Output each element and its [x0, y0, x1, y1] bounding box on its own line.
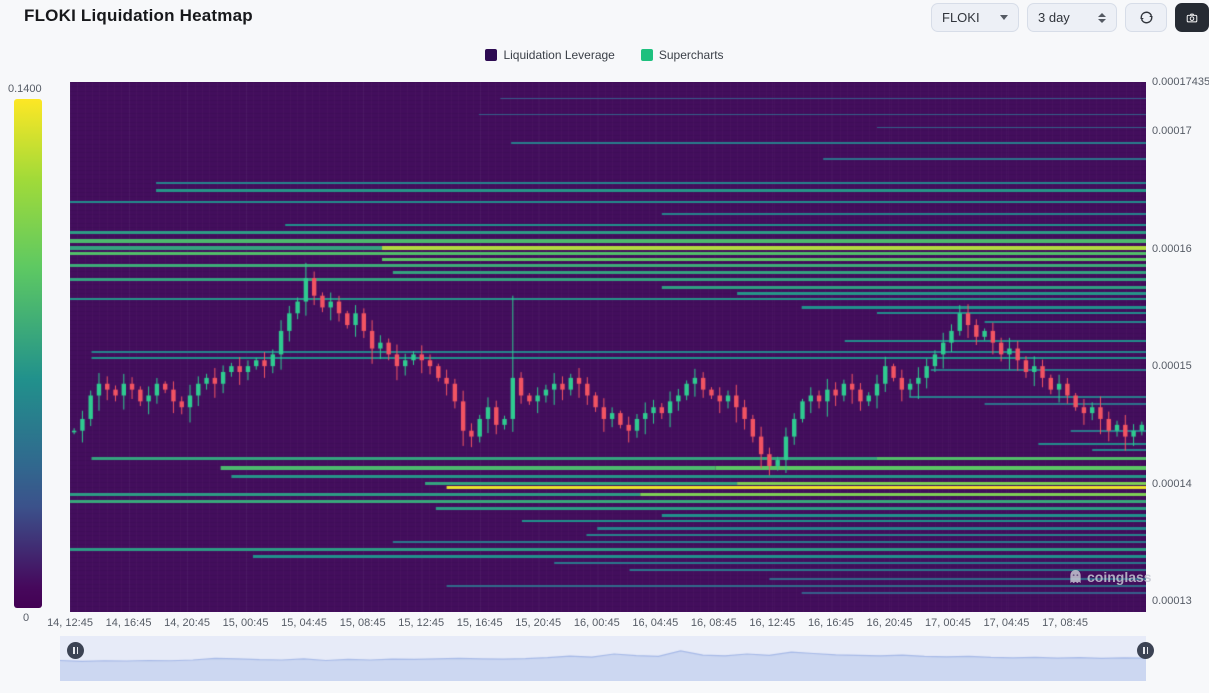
x-axis-label: 14, 12:45	[47, 617, 93, 629]
y-axis-label: 0.00015	[1152, 360, 1192, 373]
colorbar-min-label: 0	[23, 612, 30, 624]
legend-item-supercharts[interactable]: Supercharts	[640, 48, 724, 62]
y-axis-label: 0.000174354	[1152, 76, 1209, 88]
x-axis-label: 17, 04:45	[983, 617, 1030, 629]
x-axis-label: 16, 12:45	[749, 617, 796, 629]
colorbar-gradient	[14, 99, 42, 608]
x-axis-label: 15, 04:45	[281, 617, 328, 629]
period-select-value: 3 day	[1038, 10, 1070, 25]
range-navigator[interactable]	[60, 636, 1154, 681]
page-title: FLOKI Liquidation Heatmap	[24, 6, 253, 25]
y-axis-label: 0.00013	[1152, 594, 1192, 607]
period-select[interactable]: 3 day	[1027, 3, 1117, 32]
x-axis-label: 14, 20:45	[164, 617, 210, 629]
navigator-left-handle[interactable]	[67, 642, 84, 659]
legend-label: Supercharts	[658, 48, 724, 62]
x-axis-label: 16, 04:45	[632, 617, 679, 629]
x-axis-label: 15, 00:45	[222, 617, 269, 629]
toolbar: FLOKI 3 day	[931, 3, 1209, 32]
symbol-select[interactable]: FLOKI	[931, 3, 1019, 32]
x-axis-label: 15, 08:45	[339, 617, 386, 629]
y-axis-label: 0.00016	[1152, 242, 1192, 255]
x-axis-label: 17, 08:45	[1042, 617, 1088, 629]
legend-swatch-icon	[640, 49, 653, 61]
x-axis-label: 16, 00:45	[573, 617, 620, 629]
heatmap-canvas[interactable]	[70, 82, 1146, 612]
screenshot-button[interactable]	[1175, 3, 1209, 32]
x-axis-label: 15, 16:45	[456, 617, 503, 629]
refresh-icon	[1139, 11, 1153, 24]
colorbar-max-label: 0.1400	[8, 83, 42, 95]
x-axis-label: 14, 16:45	[105, 617, 152, 629]
legend-swatch-icon	[485, 49, 498, 61]
x-axis-label: 16, 20:45	[866, 617, 913, 629]
camera-icon	[1186, 13, 1198, 22]
chart-legend: Liquidation Leverage Supercharts	[0, 48, 1209, 62]
x-axis-label: 15, 12:45	[398, 617, 445, 629]
x-axis-label: 16, 16:45	[807, 617, 854, 629]
navigator-right-handle[interactable]	[1137, 642, 1154, 659]
refresh-button[interactable]	[1125, 3, 1167, 32]
navigator-area-chart	[60, 636, 1146, 681]
chevron-down-icon	[1000, 15, 1008, 20]
symbol-select-value: FLOKI	[942, 10, 980, 25]
x-axis-label: 15, 20:45	[515, 617, 562, 629]
x-axis-label: 17, 00:45	[925, 617, 971, 629]
spinner-icon	[1098, 12, 1106, 23]
y-axis-label: 0.00014	[1152, 477, 1192, 490]
y-axis-label: 0.00017	[1152, 125, 1192, 138]
legend-label: Liquidation Leverage	[503, 48, 615, 62]
legend-item-liquidation-leverage[interactable]: Liquidation Leverage	[485, 48, 615, 62]
x-axis-label: 16, 08:45	[690, 617, 737, 629]
